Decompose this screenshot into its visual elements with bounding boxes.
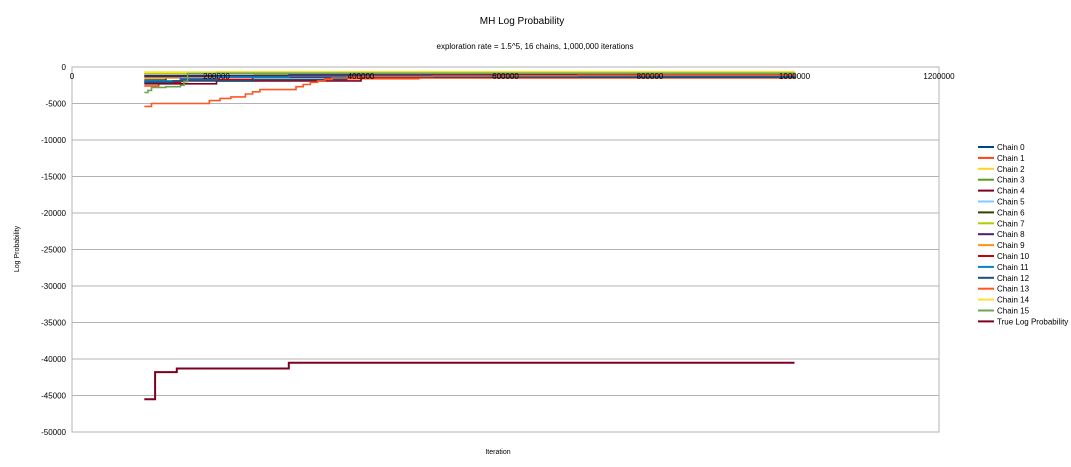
series-lines [144,70,796,401]
plot-area [71,66,940,433]
series-line-16 [144,361,795,401]
y-tick-label: -50000 [41,428,66,437]
chart-title: MH Log Probability [480,16,564,27]
legend-label: Chain 9 [997,241,1025,250]
legend-label: Chain 7 [997,219,1025,228]
y-axis-label: Log Probability [14,225,21,272]
legend-label: Chain 3 [997,176,1025,185]
y-tick-label: -10000 [41,136,66,145]
series-line-12 [144,75,796,84]
legend-label: Chain 0 [997,143,1025,152]
x-tick-label: 1000000 [779,72,811,81]
x-tick-label: 600000 [492,72,519,81]
x-tick-label: 400000 [348,72,375,81]
legend: Chain 0 Chain 1 Chain 2 Chain 3 Chain 4 Chain… [978,143,1068,326]
series-line-15 [144,72,796,94]
y-tick-label: -30000 [41,282,66,291]
series-line-13 [144,74,796,108]
legend-label: Chain 13 [997,285,1030,294]
y-tick-label: 0 [62,63,67,72]
x-tick-label: 0 [70,72,75,81]
legend-label: Chain 14 [997,296,1030,305]
legend-label: Chain 2 [997,165,1025,174]
y-tick-label: -35000 [41,319,66,328]
y-tick-label: -15000 [41,173,66,182]
x-tick-label: 1200000 [923,72,955,81]
legend-label: Chain 6 [997,208,1025,217]
legend-label: Chain 10 [997,252,1030,261]
y-tick-label: -20000 [41,209,66,218]
y-tick-labels: 0 -5000 -10000 -15000 -20000 -25000 -30000 -350… [41,63,66,437]
chart-subtitle: exploration rate = 1.5^5, 16 chains, 1,0… [437,42,634,51]
legend-label: Chain 12 [997,274,1030,283]
legend-label: Chain 15 [997,307,1030,316]
gridlines [72,66,939,433]
y-tick-label: -40000 [41,355,66,364]
y-tick-label: -45000 [41,392,66,401]
legend-label: Chain 5 [997,198,1025,207]
legend-label: True Log Probability [997,317,1068,326]
y-tick-label: -5000 [46,100,67,109]
legend-label: Chain 4 [997,187,1025,196]
x-axis-label: Iteration [485,449,510,456]
series-line-14 [144,70,796,73]
x-tick-label: 800000 [637,72,664,81]
x-tick-label: 200000 [203,72,230,81]
legend-label: Chain 11 [997,263,1029,272]
legend-label: Chain 8 [997,230,1025,239]
y-tick-label: -25000 [41,246,66,255]
legend-label: Chain 1 [997,154,1025,163]
x-tick-labels: 0 200000 400000 600000 800000 1000000 1200000 [70,72,955,81]
